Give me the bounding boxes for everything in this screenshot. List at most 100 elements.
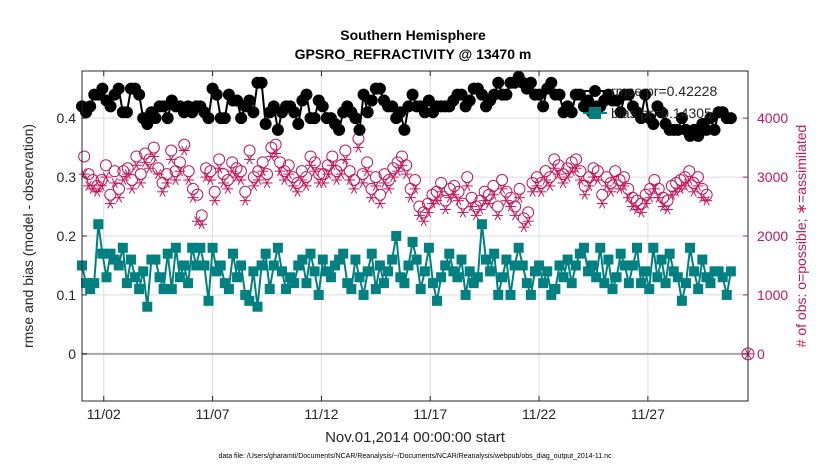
possible-obs-marker bbox=[213, 153, 226, 166]
possible-obs-marker bbox=[130, 150, 143, 163]
assimilated-obs-stroke bbox=[664, 204, 671, 215]
bias-point bbox=[276, 266, 287, 277]
possible-obs-marker bbox=[548, 153, 561, 166]
x-tick-label: 11/27 bbox=[631, 406, 665, 422]
bias-point bbox=[244, 295, 255, 306]
y-left-tick-label: 0.1 bbox=[57, 287, 77, 303]
x-axis-label: Nov.01,2014 00:00:00 start bbox=[325, 429, 506, 446]
assimilated-obs-marker bbox=[513, 192, 525, 203]
assimilated-obs-marker bbox=[679, 180, 691, 191]
bias-point bbox=[611, 272, 622, 283]
assimilated-obs-marker bbox=[365, 192, 377, 203]
assimilated-obs-marker bbox=[152, 169, 164, 180]
assimilated-obs-stroke bbox=[259, 166, 266, 177]
bias-point bbox=[685, 242, 696, 253]
possible-obs-marker bbox=[326, 150, 339, 163]
assimilated-obs-stroke bbox=[150, 151, 158, 162]
assimilated-obs-marker bbox=[257, 166, 269, 177]
bias-point bbox=[464, 266, 475, 277]
bias-point bbox=[338, 248, 349, 259]
assimilated-obs-marker bbox=[561, 172, 573, 183]
rmse-point bbox=[361, 106, 374, 119]
rmse-point bbox=[545, 76, 558, 89]
possible-obs-marker bbox=[208, 185, 221, 198]
assimilated-obs-marker bbox=[187, 192, 199, 203]
assimilated-obs-stroke bbox=[85, 180, 92, 191]
assimilated-obs-stroke bbox=[564, 172, 571, 183]
assimilated-obs-stroke bbox=[655, 192, 662, 203]
rmse-point bbox=[492, 76, 505, 89]
bias-point bbox=[227, 248, 238, 259]
bias-point bbox=[313, 289, 324, 300]
assimilated-obs-marker bbox=[100, 172, 112, 183]
assimilated-obs-stroke bbox=[585, 180, 593, 191]
rmse-point bbox=[647, 118, 660, 131]
bias-point bbox=[660, 278, 671, 289]
possible-obs-marker bbox=[147, 141, 160, 154]
bias-point bbox=[395, 272, 406, 283]
y-axis-label-left: rmse and bias (model - observation) bbox=[20, 124, 36, 348]
bias-point bbox=[223, 284, 234, 295]
assimilated-obs-stroke bbox=[590, 172, 597, 183]
rmse-point bbox=[406, 88, 419, 101]
bias-point bbox=[285, 272, 296, 283]
assimilated-obs-marker bbox=[287, 180, 299, 191]
assimilated-obs-marker bbox=[352, 142, 364, 153]
assimilated-obs-marker bbox=[405, 192, 417, 203]
assimilated-obs-marker bbox=[592, 174, 604, 186]
assimilated-obs-stroke bbox=[107, 198, 114, 209]
assimilated-obs-stroke bbox=[272, 148, 279, 159]
assimilated-obs-stroke bbox=[516, 192, 523, 203]
bias-point bbox=[207, 242, 218, 253]
bias-point bbox=[130, 272, 141, 283]
assimilated-obs-stroke bbox=[477, 204, 484, 215]
bias-point bbox=[693, 284, 704, 295]
rmse-point bbox=[308, 112, 321, 125]
bias-point bbox=[672, 272, 683, 283]
rmse-point bbox=[96, 82, 109, 95]
assimilated-obs-stroke bbox=[490, 189, 497, 200]
possible-obs-marker bbox=[304, 150, 317, 163]
bias-point bbox=[619, 260, 630, 271]
bias-point bbox=[236, 260, 247, 271]
assimilated-obs-stroke bbox=[651, 183, 658, 194]
series-layer bbox=[76, 70, 755, 361]
assimilated-obs-marker bbox=[605, 186, 617, 197]
assimilated-obs-marker bbox=[235, 174, 247, 186]
y-right-tick-label: 0 bbox=[757, 346, 765, 362]
bias-point bbox=[346, 284, 357, 295]
assimilated-obs-marker bbox=[540, 174, 552, 186]
bias-point bbox=[183, 278, 194, 289]
bias-point bbox=[664, 248, 675, 259]
assimilated-obs-marker bbox=[505, 201, 517, 212]
bias-point bbox=[550, 284, 561, 295]
bias-point bbox=[505, 289, 516, 300]
y-right-tick-label: 4000 bbox=[757, 110, 788, 126]
assimilated-obs-marker bbox=[383, 183, 395, 194]
possible-obs-marker bbox=[596, 188, 609, 201]
rmse-point bbox=[622, 88, 635, 101]
assimilated-obs-stroke bbox=[342, 154, 349, 165]
y-left-tick-label: 0.2 bbox=[57, 228, 77, 244]
assimilated-obs-marker bbox=[557, 177, 569, 188]
assimilated-obs-marker bbox=[300, 180, 312, 191]
assimilated-obs-marker bbox=[579, 189, 591, 200]
bias-point bbox=[187, 242, 198, 253]
bias-point bbox=[289, 278, 300, 289]
bias-point bbox=[415, 284, 426, 295]
assimilated-obs-stroke bbox=[703, 195, 710, 206]
bias-point bbox=[399, 278, 410, 289]
bias-point bbox=[558, 272, 569, 283]
assimilated-obs-stroke bbox=[128, 183, 136, 194]
bias-point bbox=[607, 284, 618, 295]
assimilated-obs-stroke bbox=[329, 160, 336, 171]
y-right-tick-label: 3000 bbox=[757, 169, 788, 185]
assimilated-obs-stroke bbox=[464, 180, 471, 191]
possible-obs-marker bbox=[256, 156, 269, 169]
bias-point bbox=[117, 242, 128, 253]
bias-point bbox=[546, 289, 557, 300]
assimilated-obs-marker bbox=[222, 183, 234, 194]
possible-obs-marker bbox=[600, 171, 613, 184]
possible-obs-marker bbox=[282, 159, 295, 172]
assimilated-obs-marker bbox=[117, 174, 129, 186]
